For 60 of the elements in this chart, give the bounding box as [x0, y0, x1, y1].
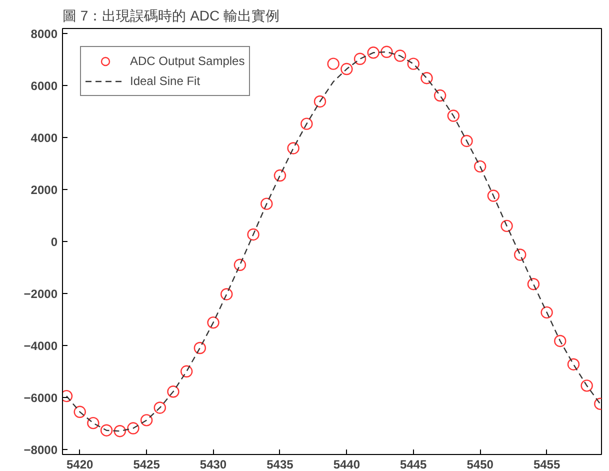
y-tick-label: 6000: [30, 79, 58, 94]
point: [487, 190, 500, 202]
legend-label: Ideal Sine Fit: [130, 74, 200, 88]
point: [354, 52, 366, 65]
point: [247, 228, 260, 241]
point: [260, 198, 273, 210]
point: [420, 72, 433, 84]
point: [567, 358, 580, 370]
y-tick-label: −2000: [24, 286, 58, 301]
x-tick-label: 5430: [200, 458, 227, 471]
point: [540, 306, 553, 319]
point: [314, 95, 326, 108]
x-tick-label: 5435: [266, 458, 294, 471]
point: [74, 406, 86, 418]
point: [327, 58, 340, 70]
point: [140, 414, 153, 426]
point: [554, 334, 566, 348]
y-tick-label: 2000: [30, 183, 58, 198]
point: [287, 142, 300, 154]
point: [180, 365, 193, 378]
point: [500, 220, 513, 232]
point: [87, 416, 100, 430]
point: [100, 424, 113, 436]
point: [154, 402, 166, 414]
point: [207, 316, 220, 329]
point: [434, 89, 446, 102]
x-tick-label: 5445: [400, 458, 428, 471]
line-series: [66, 51, 601, 432]
point: [380, 46, 393, 58]
point: [340, 62, 353, 76]
point: [447, 110, 460, 122]
x-tick-label: 5450: [466, 458, 494, 471]
legend-label: ADC Output Samples: [130, 54, 245, 68]
point: [220, 288, 233, 300]
x-tick-label: 5425: [133, 458, 160, 471]
y-tick-label: −4000: [24, 338, 58, 353]
point: [300, 118, 313, 130]
point: [460, 134, 473, 148]
point: [114, 425, 126, 438]
point: [514, 248, 526, 261]
y-tick-label: 8000: [30, 27, 58, 42]
chart-title: 圖 7：出現誤碼時的 ADC 輸出實例: [62, 8, 280, 24]
y-tick-label: 4000: [30, 131, 58, 146]
point: [234, 258, 246, 271]
point: [367, 46, 380, 59]
point: [580, 380, 593, 392]
point: [527, 278, 540, 290]
point: [274, 169, 286, 182]
point: [394, 50, 406, 62]
x-tick-label: 5440: [333, 458, 360, 471]
point: [127, 422, 140, 434]
y-tick-label: 0: [50, 235, 58, 249]
x-tick-label: 5455: [533, 458, 560, 471]
x-tick-label: 5420: [66, 458, 94, 471]
y-tick-label: −8000: [24, 442, 58, 457]
point: [407, 58, 420, 70]
point: [194, 342, 206, 354]
point: [474, 160, 486, 173]
point: [167, 386, 180, 398]
y-tick-label: −6000: [24, 390, 58, 405]
